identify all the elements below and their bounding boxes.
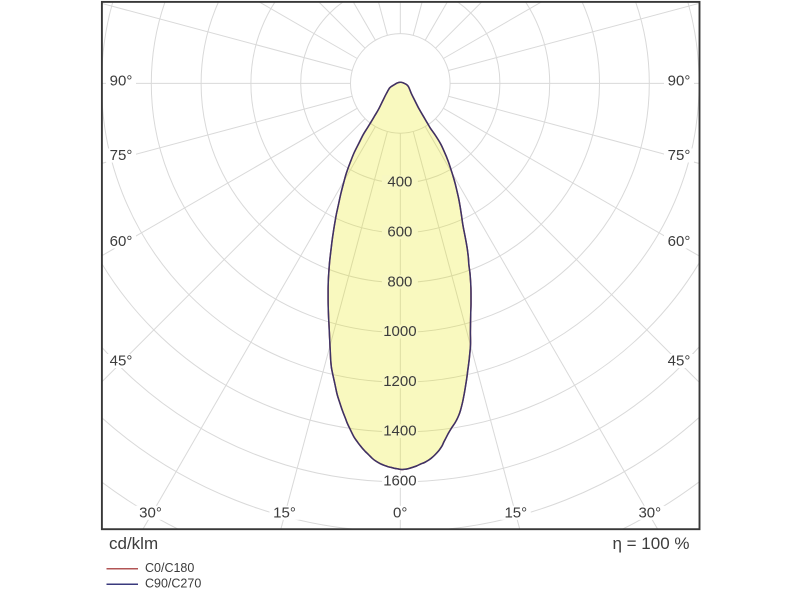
svg-text:75°: 75° [110, 147, 133, 164]
svg-text:45°: 45° [110, 353, 133, 370]
svg-text:90°: 90° [668, 73, 691, 90]
svg-text:30°: 30° [638, 504, 661, 521]
svg-text:0°: 0° [393, 504, 407, 521]
svg-text:1600: 1600 [383, 473, 416, 490]
svg-text:15°: 15° [504, 504, 527, 521]
svg-text:C0/C180: C0/C180 [145, 561, 194, 575]
svg-text:1200: 1200 [383, 373, 416, 390]
svg-text:400: 400 [387, 174, 412, 191]
svg-text:45°: 45° [668, 353, 691, 370]
svg-text:90°: 90° [110, 73, 133, 90]
svg-text:15°: 15° [273, 504, 296, 521]
svg-text:30°: 30° [139, 504, 162, 521]
svg-text:η = 100 %: η = 100 % [612, 534, 689, 553]
svg-text:600: 600 [387, 224, 412, 241]
svg-text:1000: 1000 [383, 323, 416, 340]
svg-text:1400: 1400 [383, 423, 416, 440]
svg-text:800: 800 [387, 273, 412, 290]
svg-text:cd/klm: cd/klm [109, 534, 158, 553]
svg-text:60°: 60° [668, 233, 691, 250]
svg-text:C90/C270: C90/C270 [145, 576, 201, 590]
svg-text:75°: 75° [668, 147, 691, 164]
svg-text:60°: 60° [110, 233, 133, 250]
